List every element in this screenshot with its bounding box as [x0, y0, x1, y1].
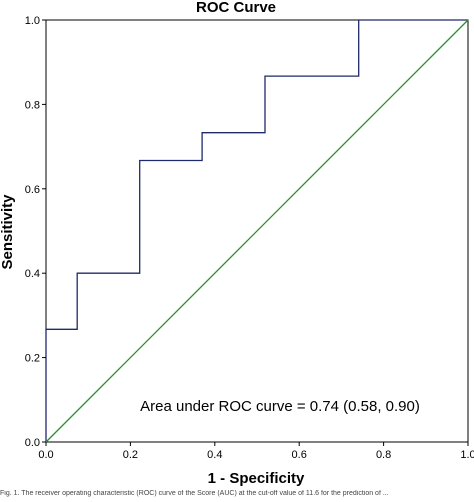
auc-annotation: Area under ROC curve = 0.74 (0.58, 0.90) — [140, 398, 420, 415]
x-axis-title: 1 - Specificity — [208, 470, 305, 487]
x-tick-label: 0.6 — [292, 449, 307, 461]
plot-area — [45, 19, 469, 443]
y-tick-label: 0.2 — [25, 353, 40, 365]
y-axis-title: Sensitivity — [0, 194, 16, 270]
x-tick-label: 0.4 — [207, 449, 222, 461]
figure-caption: Fig. 1. The receiver operating character… — [0, 490, 389, 497]
x-tick-label: 0.0 — [38, 449, 53, 461]
x-tick-label: 1.0 — [460, 449, 474, 461]
y-tick-label: 0.4 — [25, 268, 40, 280]
y-tick-label: 0.6 — [25, 184, 40, 196]
x-tick-label: 0.2 — [123, 449, 138, 461]
y-tick-label: 0.0 — [25, 437, 40, 449]
y-tick-label: 0.8 — [25, 99, 40, 111]
chart-title: ROC Curve — [196, 0, 276, 16]
roc-curve-line — [45, 19, 468, 442]
x-tick-label: 0.8 — [376, 449, 391, 461]
ticks-layer: 0.0 0.2 0.4 0.6 0.8 1.0 0.0 0.2 0.4 0.6 0.8 1.0 — [25, 15, 474, 461]
reference-diagonal-line — [45, 19, 469, 443]
y-tick-label: 1.0 — [25, 15, 40, 27]
series-layer — [45, 19, 469, 443]
